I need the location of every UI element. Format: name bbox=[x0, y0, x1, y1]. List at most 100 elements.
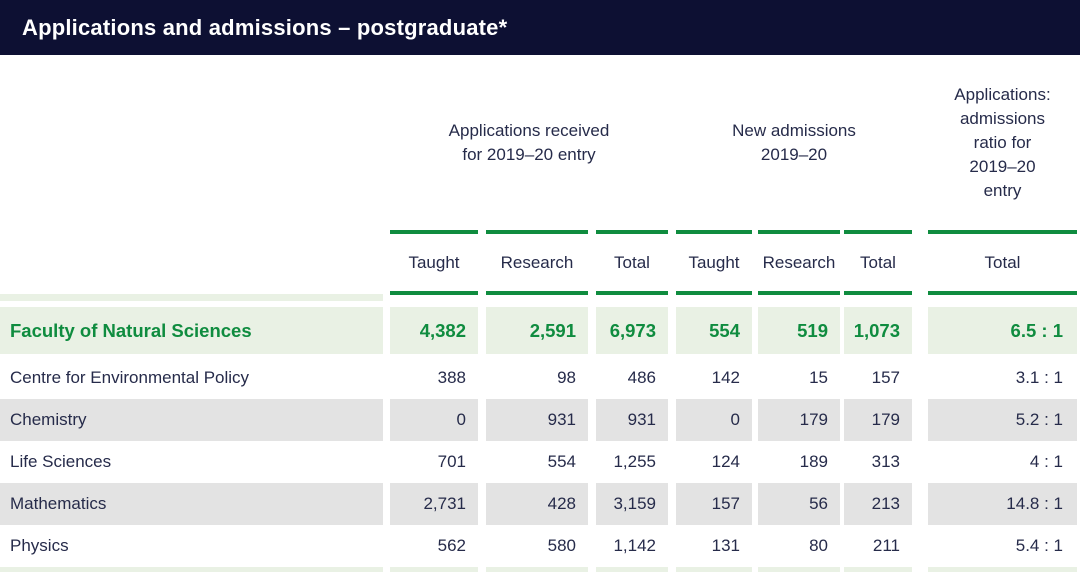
table-cell: 2,731 bbox=[390, 483, 478, 525]
row-label: Chemistry bbox=[0, 399, 383, 441]
table-cell: 313 bbox=[871, 452, 900, 471]
column-header-taught-applications: Taught bbox=[408, 252, 460, 272]
rule-segment bbox=[758, 230, 840, 234]
row-label: Mathematics bbox=[0, 483, 383, 525]
rule-segment bbox=[844, 291, 912, 295]
group-header-line: admissions bbox=[959, 108, 1046, 128]
table-row-centre-for-environmental-policy: Centre for Environmental Policy 388 98 4… bbox=[0, 357, 1080, 399]
table-cell: 562 bbox=[437, 536, 466, 555]
table-cell bbox=[0, 567, 383, 572]
table-cell: 4 : 1 bbox=[1029, 452, 1063, 471]
table-cell bbox=[486, 567, 588, 572]
table-cell: 519 bbox=[758, 307, 840, 354]
table-cell: 0 bbox=[676, 399, 752, 441]
group-header-line: New admissions bbox=[732, 120, 856, 140]
table-cell: 701 bbox=[437, 452, 466, 471]
row-label: Faculty of Natural Sciences bbox=[0, 307, 383, 354]
table-cell: 1,073 bbox=[844, 307, 912, 354]
table-row-mathematics: Mathematics 2,731 428 3,159 157 56 213 1… bbox=[0, 483, 1080, 525]
rule-spacer bbox=[0, 230, 383, 234]
label-column-strip bbox=[0, 294, 383, 301]
table-cell bbox=[596, 567, 668, 572]
group-header-applications-admissions-ratio: Applications: admissions ratio for 2019–… bbox=[928, 83, 1077, 203]
rule-segment bbox=[596, 291, 668, 295]
rule-segment bbox=[928, 230, 1077, 234]
table-cell: 3,159 bbox=[596, 483, 668, 525]
table-cell: 5.2 : 1 bbox=[928, 399, 1077, 441]
column-header-total-applications: Total bbox=[614, 252, 650, 272]
table-cell: 80 bbox=[809, 536, 828, 555]
row-label: Centre for Environmental Policy bbox=[10, 368, 250, 387]
group-header-line: entry bbox=[983, 180, 1022, 200]
table-cell: 1,142 bbox=[613, 536, 656, 555]
table-cell: 0 bbox=[390, 399, 478, 441]
table-cell: 124 bbox=[711, 452, 740, 471]
group-header-new-admissions: New admissions 2019–20 bbox=[676, 119, 912, 167]
table-cell: 211 bbox=[872, 536, 900, 555]
table-cell: 14.8 : 1 bbox=[928, 483, 1077, 525]
table-cell: 486 bbox=[627, 368, 656, 387]
table-cell bbox=[844, 567, 912, 572]
table-cell: 142 bbox=[711, 368, 740, 387]
rule-segment bbox=[486, 291, 588, 295]
table-row-life-sciences: Life Sciences 701 554 1,255 124 189 313 … bbox=[0, 441, 1080, 483]
header-rule-bottom bbox=[0, 291, 1080, 307]
column-header-research-applications: Research bbox=[500, 252, 574, 272]
rule-segment bbox=[676, 230, 752, 234]
table-cell: 213 bbox=[844, 483, 912, 525]
column-header-taught-admissions: Taught bbox=[688, 252, 740, 272]
column-header-total-ratio: Total bbox=[984, 252, 1021, 272]
table-cell: 6,973 bbox=[596, 307, 668, 354]
group-header-line: ratio for bbox=[973, 132, 1032, 152]
table-cell: 554 bbox=[547, 452, 576, 471]
column-header-total-admissions: Total bbox=[860, 252, 896, 272]
table-cell: 3.1 : 1 bbox=[1015, 368, 1063, 387]
table-cell: 157 bbox=[871, 368, 900, 387]
table-cell bbox=[390, 567, 478, 572]
table-cell: 5.4 : 1 bbox=[1015, 536, 1063, 555]
table-cell: 931 bbox=[596, 399, 668, 441]
group-header-line: Applications received bbox=[448, 120, 610, 140]
group-header-applications-received: Applications received for 2019–20 entry bbox=[390, 119, 668, 167]
table-cell bbox=[676, 567, 752, 572]
table-cell: 6.5 : 1 bbox=[928, 307, 1077, 354]
table-cell: 189 bbox=[799, 452, 828, 471]
table-cell: 179 bbox=[758, 399, 840, 441]
table-cell: 580 bbox=[547, 536, 576, 555]
table-cell bbox=[928, 567, 1077, 572]
table-cell: 157 bbox=[676, 483, 752, 525]
table-cell: 1,255 bbox=[613, 452, 656, 471]
rule-segment bbox=[390, 291, 478, 295]
row-label: Physics bbox=[10, 536, 69, 555]
header-rule-top bbox=[0, 230, 1080, 234]
rule-segment bbox=[676, 291, 752, 295]
table-row-faculty-of-natural-sciences: Faculty of Natural Sciences 4,382 2,591 … bbox=[0, 307, 1080, 354]
table-cell: 554 bbox=[676, 307, 752, 354]
rule-segment bbox=[596, 230, 668, 234]
column-group-header-row: Applications received for 2019–20 entry … bbox=[0, 55, 1080, 230]
group-header-line: Applications: bbox=[954, 84, 1051, 104]
column-header-research-admissions: Research bbox=[762, 252, 836, 272]
rule-segment bbox=[758, 291, 840, 295]
table-cell: 388 bbox=[437, 368, 466, 387]
group-header-line: 2019–20 bbox=[760, 144, 828, 164]
row-label: Life Sciences bbox=[10, 452, 112, 471]
rule-segment bbox=[844, 230, 912, 234]
title-bar: Applications and admissions – postgradua… bbox=[0, 0, 1080, 55]
table-cell: 131 bbox=[711, 536, 740, 555]
table-cell bbox=[758, 567, 840, 572]
table-cell: 428 bbox=[486, 483, 588, 525]
column-header-row: Taught Research Total Taught Research To… bbox=[0, 234, 1080, 291]
table-row-cutoff bbox=[0, 567, 1080, 572]
table-cell: 931 bbox=[486, 399, 588, 441]
table-cell: 179 bbox=[844, 399, 912, 441]
table-cell: 4,382 bbox=[390, 307, 478, 354]
table-cell: 98 bbox=[557, 368, 576, 387]
table-cell: 15 bbox=[809, 368, 828, 387]
table-row-chemistry: Chemistry 0 931 931 0 179 179 5.2 : 1 bbox=[0, 399, 1080, 441]
page-title: Applications and admissions – postgradua… bbox=[22, 14, 508, 40]
rule-segment bbox=[486, 230, 588, 234]
table-cell: 56 bbox=[758, 483, 840, 525]
table-row-physics: Physics 562 580 1,142 131 80 211 5.4 : 1 bbox=[0, 525, 1080, 567]
